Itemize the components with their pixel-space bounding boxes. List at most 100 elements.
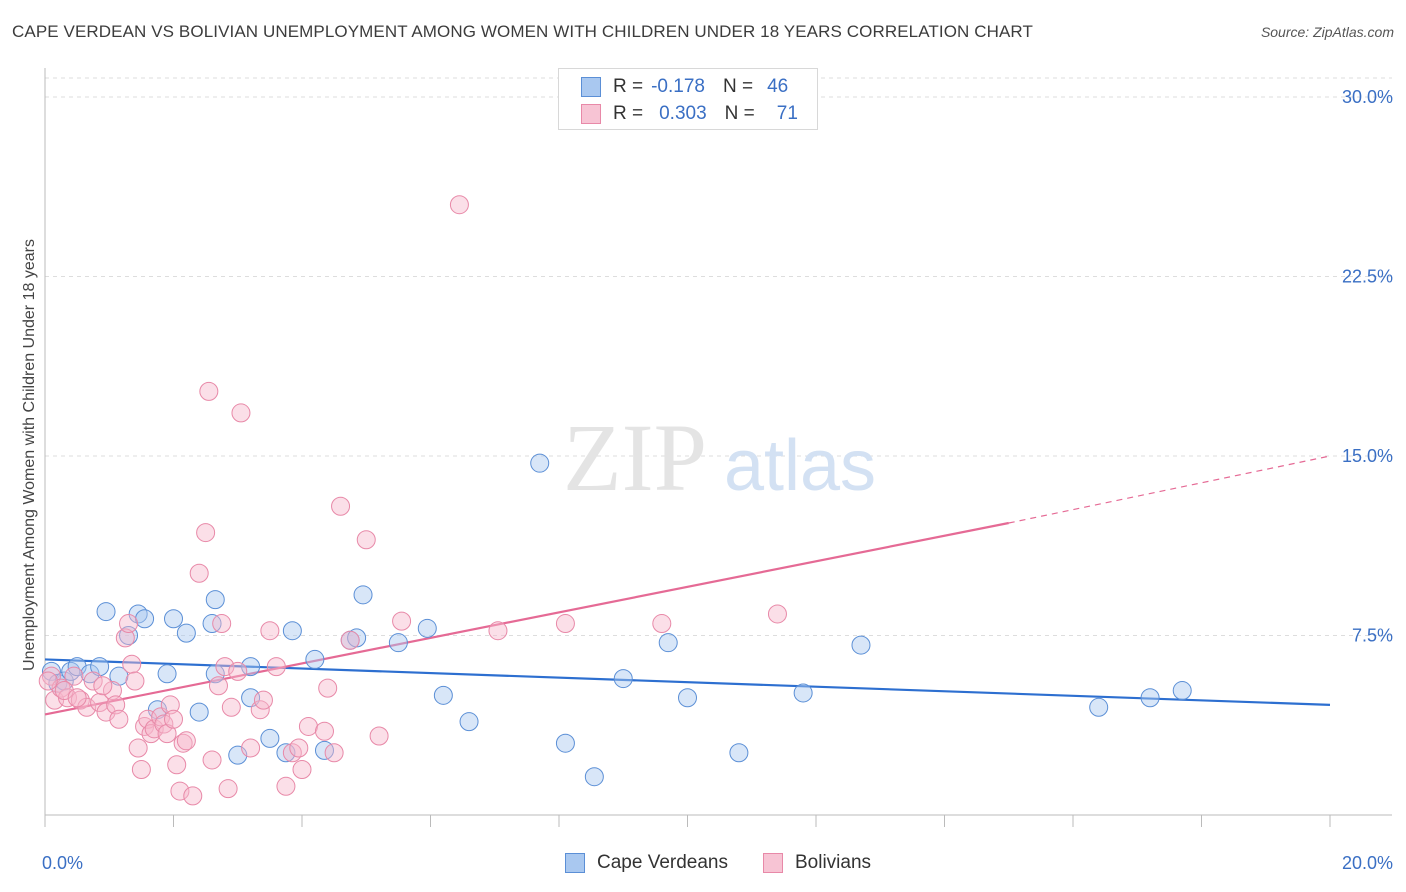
chart-title: CAPE VERDEAN VS BOLIVIAN UNEMPLOYMENT AM… [12,22,1033,41]
bolivian-point [115,628,135,648]
bolivian-point [144,719,164,739]
watermark: ZIP atlas [563,404,876,511]
bolivian-point [449,195,469,215]
cape-verdean-point [1172,681,1192,701]
series-label-bolivians: Bolivians [795,852,872,873]
series-swatch-blue [565,853,585,873]
bolivian-point [318,678,338,698]
bolivian-trend-line [44,521,1009,716]
bolivian-point [119,614,139,634]
bolivian-point [266,657,286,677]
cape-verdean-point [530,453,550,473]
cape-verdean-point [388,633,408,653]
bolivian-point [292,760,312,780]
bolivian-point [93,676,113,696]
series-legend-cape-verdeans: Cape Verdeans [565,852,728,874]
cape-verdean-point [459,712,479,732]
series-legend: Cape Verdeans Bolivians [0,852,1406,878]
bolivian-point [276,776,296,796]
legend-r-value: -0.178 [651,76,705,97]
y-tick-label: 7.5% [1352,626,1393,646]
bolivian-point [160,695,180,715]
axes [44,68,1392,827]
series-swatch-pink [763,853,783,873]
cape-verdean-point [205,590,225,610]
gridlines [45,77,1392,636]
x-tick-label: 20.0% [1342,853,1393,873]
cape-verdean-point [584,767,604,787]
cape-verdean-point [189,702,209,722]
cape-verdean-point [96,602,116,622]
bolivian-point [70,690,90,710]
cape-verdean-point [729,743,749,763]
cape-verdean-point [793,683,813,703]
legend-swatch-pink [581,104,601,124]
x-tick-label: 0.0% [42,853,83,873]
bolivian-point [369,726,389,746]
bolivian-point [106,695,126,715]
y-tick-label: 30.0% [1342,87,1393,107]
cape-verdean-point [851,635,871,655]
bolivian-point [176,731,196,751]
bolivian-point [260,621,280,641]
legend-n-value: 71 [776,103,798,124]
bolivian-point [109,709,129,729]
bolivian-point [231,403,251,423]
bolivian-point [331,496,351,516]
cape-verdean-point [353,585,373,605]
bolivian-point [324,743,344,763]
bolivian-point [83,671,103,691]
bolivian-point [170,781,190,801]
legend-row-bolivians: R = 0.303 N = 71 [581,101,798,127]
legend-r-label: R = [613,103,644,124]
cape-verdean-point [90,657,110,677]
bolivian-point [488,621,508,641]
bolivian-point [218,779,238,799]
bolivian-point [122,654,142,674]
legend-n-label: N = [722,76,754,97]
legend-n-label: N = [724,103,755,124]
cape-verdean-point [305,649,325,669]
cape-verdean-point [205,664,225,684]
tick-labels: 7.5% 15.0% 22.5% 30.0% 0.0% 20.0% [42,87,1393,873]
bolivian-point [253,690,273,710]
cape-verdean-point [658,633,678,653]
cape-verdean-point [613,669,633,689]
series-label-cape-verdeans: Cape Verdeans [597,852,728,873]
cape-verdean-point [260,728,280,748]
bolivian-trend-extension [1008,455,1331,524]
cape-verdean-point [241,657,261,677]
bolivian-point [208,676,228,696]
cape-verdean-point [433,685,453,705]
cape-verdean-point [282,621,302,641]
cape-verdean-point [176,623,196,643]
bolivian-point [90,693,110,713]
cape-verdean-point [202,614,222,634]
bolivian-point [167,755,187,775]
bolivian-point [221,697,241,717]
bolivian-point [164,709,183,729]
bolivian-point [131,760,151,780]
legend-r-label: R = [613,76,644,97]
bolivian-point [128,738,148,758]
legend-row-cape-verdeans: R = -0.178 N = 46 [581,74,788,100]
bolivian-point [298,716,318,736]
legend-swatch-blue [581,77,601,97]
bolivian-point [102,681,122,701]
bolivian-point [64,666,84,686]
bolivian-point [555,614,575,634]
bolivian-point [67,688,87,708]
y-tick-label: 15.0% [1342,446,1393,466]
bolivian-point [189,563,209,583]
bolivian-point [157,724,177,744]
bolivian-point [228,661,248,681]
data-points [38,195,1192,806]
legend-n-value: 46 [767,76,789,97]
bolivian-point [314,721,334,741]
legend-r-value: 0.303 [659,103,707,124]
bolivian-point [196,523,216,543]
cape-verdean-point [164,609,183,629]
cape-verdean-point [417,618,437,638]
bolivian-point [767,604,787,624]
series-legend-bolivians: Bolivians [763,852,871,874]
